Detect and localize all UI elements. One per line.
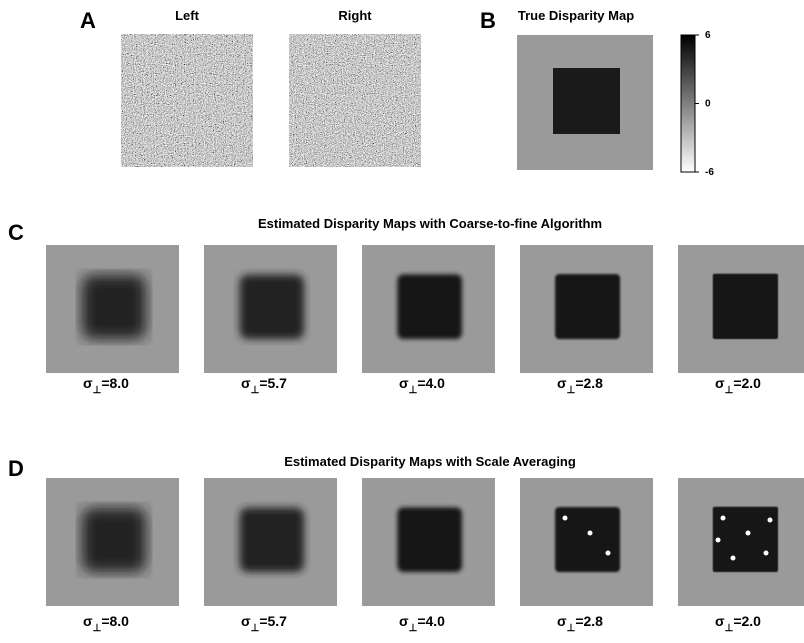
sigma-value: =2.8: [575, 613, 603, 629]
sigma-subscript: ⊥: [93, 385, 102, 396]
panel-label: B: [480, 8, 496, 33]
sigma-symbol: σ: [83, 375, 93, 391]
sigma-symbol: σ: [715, 375, 725, 391]
sigma-value: =8.0: [101, 375, 129, 391]
sigma-subscript: ⊥: [567, 623, 576, 634]
random-dot-image: [121, 34, 253, 167]
panel-label: A: [80, 8, 96, 33]
disparity-tile: [46, 245, 179, 373]
disparity-blob: [397, 274, 462, 339]
speckle: [768, 518, 773, 523]
disparity-tile: [678, 478, 804, 606]
disparity-blob: [240, 275, 304, 339]
colorbar-ticks: 6 0 -6: [695, 30, 714, 178]
sigma-symbol: σ: [241, 375, 251, 391]
speckle: [721, 516, 726, 521]
speckle: [731, 556, 736, 561]
disparity-blob: [397, 507, 462, 572]
colorbar: [681, 35, 695, 172]
panel-label: D: [8, 456, 24, 481]
disparity-tile: [678, 245, 804, 373]
scale-label: σ⊥=4.0: [399, 375, 445, 396]
scale-label: σ⊥=4.0: [399, 613, 445, 634]
image-title: Right: [338, 8, 372, 23]
disparity-blob: [555, 274, 620, 339]
sigma-value: =4.0: [417, 375, 445, 391]
disparity-tile: [362, 245, 495, 373]
disparity-blob: [82, 275, 146, 339]
sigma-subscript: ⊥: [409, 623, 418, 634]
sigma-subscript: ⊥: [725, 623, 734, 634]
sigma-subscript: ⊥: [251, 385, 260, 396]
speckle: [606, 551, 611, 556]
tick-label: 0: [705, 99, 711, 110]
scale-label: σ⊥=8.0: [83, 613, 129, 634]
sigma-value: =8.0: [101, 613, 129, 629]
scale-label: σ⊥=5.7: [241, 613, 287, 634]
disparity-tile: [362, 478, 495, 606]
sigma-value: =5.7: [259, 613, 287, 629]
disparity-square: [553, 68, 620, 134]
page: A Left Right B True Disparity Map 6 0 -6 C…: [0, 0, 804, 643]
random-dot-image: [289, 34, 421, 167]
disparity-blob: [82, 508, 146, 572]
speckle: [588, 531, 593, 536]
sigma-symbol: σ: [399, 375, 409, 391]
tick-label: -6: [705, 167, 714, 178]
sigma-subscript: ⊥: [409, 385, 418, 396]
speckle: [746, 531, 751, 536]
scale-label: σ⊥=2.8: [557, 613, 603, 634]
scale-label: σ⊥=2.8: [557, 375, 603, 396]
figure: A Left Right B True Disparity Map 6 0 -6 C…: [0, 0, 804, 643]
sigma-symbol: σ: [399, 613, 409, 629]
sigma-symbol: σ: [241, 613, 251, 629]
sigma-value: =5.7: [259, 375, 287, 391]
disparity-blob: [240, 508, 304, 572]
sigma-symbol: σ: [557, 613, 567, 629]
disparity-blob: [713, 274, 778, 339]
sigma-subscript: ⊥: [567, 385, 576, 396]
tick-label: 6: [705, 30, 711, 41]
scale-label: σ⊥=5.7: [241, 375, 287, 396]
disparity-tile: [520, 245, 653, 373]
speckle: [764, 551, 769, 556]
row-title: Estimated Disparity Maps with Scale Aver…: [284, 454, 576, 469]
sigma-symbol: σ: [557, 375, 567, 391]
sigma-value: =2.8: [575, 375, 603, 391]
disparity-tile: [520, 478, 653, 606]
sigma-subscript: ⊥: [251, 623, 260, 634]
speckle: [563, 516, 568, 521]
scale-label: σ⊥=2.0: [715, 613, 761, 634]
disparity-tile: [204, 245, 337, 373]
sigma-subscript: ⊥: [725, 385, 734, 396]
scale-label: σ⊥=8.0: [83, 375, 129, 396]
map-title: True Disparity Map: [518, 8, 634, 23]
speckle: [716, 538, 721, 543]
panel-label: C: [8, 220, 24, 245]
image-title: Left: [175, 8, 200, 23]
sigma-value: =2.0: [733, 613, 761, 629]
scale-label: σ⊥=2.0: [715, 375, 761, 396]
disparity-tile: [46, 478, 179, 606]
row-title: Estimated Disparity Maps with Coarse-to-…: [258, 216, 602, 231]
sigma-value: =4.0: [417, 613, 445, 629]
disparity-tile: [204, 478, 337, 606]
sigma-subscript: ⊥: [93, 623, 102, 634]
sigma-symbol: σ: [715, 613, 725, 629]
sigma-value: =2.0: [733, 375, 761, 391]
sigma-symbol: σ: [83, 613, 93, 629]
